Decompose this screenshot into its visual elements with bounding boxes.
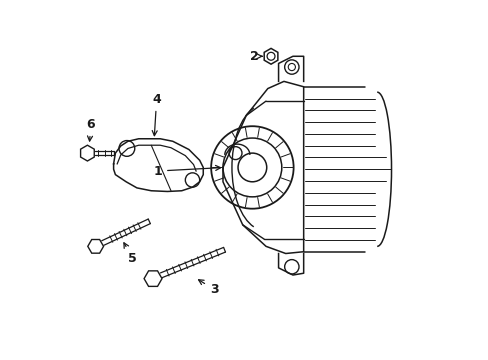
Text: 4: 4: [152, 93, 161, 136]
Text: 2: 2: [249, 50, 262, 63]
Polygon shape: [88, 239, 103, 253]
Text: 1: 1: [153, 165, 220, 177]
Text: 6: 6: [86, 118, 95, 141]
Text: 3: 3: [198, 280, 218, 296]
Polygon shape: [81, 145, 94, 161]
Text: 5: 5: [123, 243, 137, 265]
Polygon shape: [144, 271, 162, 287]
